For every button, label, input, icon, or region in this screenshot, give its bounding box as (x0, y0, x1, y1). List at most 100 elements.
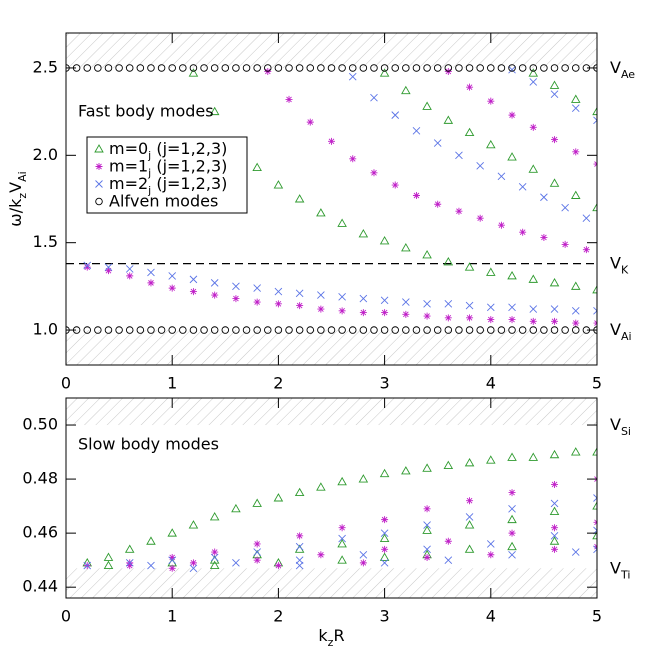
circle-marker (433, 64, 442, 72)
circle-marker (232, 64, 240, 72)
triangle-marker (464, 262, 475, 271)
triangle-marker (549, 449, 560, 459)
triangle-marker (124, 544, 135, 553)
circle-marker (179, 326, 187, 334)
cross-marker (83, 561, 92, 570)
circle-marker (115, 64, 123, 72)
star-marker (466, 83, 474, 91)
circle-marker (210, 64, 219, 72)
triangle-marker (252, 498, 262, 507)
x-axis-label: kzR (318, 626, 344, 649)
level-label-part: Ae (621, 67, 635, 80)
cross-marker (571, 104, 580, 112)
cross-marker (465, 513, 474, 521)
x-tick-label: 4 (486, 374, 496, 393)
triangle-marker (549, 178, 560, 187)
circle-marker (444, 64, 453, 72)
series (83, 65, 597, 315)
star-marker (412, 192, 420, 200)
triangle-marker (231, 503, 241, 513)
triangle-marker (188, 520, 199, 529)
y-tick-label: 0.46 (22, 523, 58, 542)
triangle-marker (464, 520, 475, 529)
cross-marker (593, 545, 597, 554)
circle-marker (125, 326, 134, 334)
triangle-marker (464, 544, 475, 553)
star-marker (274, 562, 282, 570)
cross-marker (125, 559, 134, 567)
circle-marker (380, 64, 389, 72)
triangle-marker (486, 139, 496, 149)
triangle-marker (337, 539, 347, 548)
triangle-marker (422, 525, 432, 534)
star-marker (487, 97, 495, 105)
legend-label-part: (j=1,2,3) (151, 139, 227, 158)
circle-marker (264, 326, 272, 334)
star-marker (551, 317, 559, 325)
triangle-marker (316, 482, 326, 491)
cross-marker (295, 561, 304, 570)
circle-marker (327, 326, 336, 334)
triangle-marker (401, 466, 411, 475)
circle-marker (380, 326, 389, 334)
circle-marker (338, 326, 346, 334)
plot-frame (65, 397, 598, 599)
triangle-marker (209, 512, 220, 521)
y-tick-label: 2.5 (33, 57, 58, 76)
star-marker (211, 291, 219, 299)
star-marker (189, 288, 197, 296)
circle-marker (179, 64, 187, 72)
legend-label-part: (j=1,2,3) (151, 174, 227, 193)
level-label-part: V (610, 320, 621, 339)
x-tick-label: 1 (167, 607, 177, 626)
cross-marker (540, 193, 548, 202)
y-axis-label-part: z (16, 193, 29, 199)
y-axis-label: ω/kzVAi (6, 171, 29, 226)
circle-marker (476, 64, 484, 72)
triangle-marker (507, 270, 517, 280)
star-marker (253, 556, 261, 564)
circle-marker (476, 326, 484, 334)
star-marker (338, 307, 346, 315)
circle-marker (306, 64, 315, 72)
triangle-marker (443, 256, 454, 266)
triangle-marker (294, 194, 305, 203)
cross-marker (423, 521, 431, 529)
cross-marker (508, 550, 516, 559)
star-marker (582, 246, 590, 254)
cross-marker (104, 263, 113, 271)
circle-marker (221, 64, 230, 72)
triangle-marker (422, 250, 432, 259)
star-marker (317, 305, 325, 313)
legend-label: m=2j (j=1,2,3) (109, 174, 227, 197)
star-marker (104, 267, 112, 275)
cross-marker (125, 265, 134, 273)
circle-marker (317, 64, 325, 72)
cross-marker (571, 307, 580, 315)
x-tick-label: 4 (486, 607, 496, 626)
circle-marker (540, 64, 548, 72)
circle-marker (423, 64, 431, 72)
circle-marker (221, 326, 230, 334)
cross-marker (593, 116, 597, 125)
cross-marker (423, 545, 431, 554)
y-tick-label: 1.0 (33, 320, 58, 339)
star-marker (423, 312, 431, 320)
cross-marker (348, 72, 357, 81)
triangle-marker (103, 560, 114, 570)
star-marker (540, 233, 548, 241)
cross-marker (444, 556, 453, 564)
triangle-marker (379, 468, 390, 478)
cross-marker (370, 93, 378, 102)
star-marker (551, 136, 559, 144)
star-marker (572, 148, 580, 156)
cross-marker (232, 282, 240, 291)
hatch-region (66, 330, 597, 365)
triangle-marker (528, 274, 539, 283)
star-marker (508, 111, 516, 119)
level-label: VAi (610, 320, 632, 343)
star-marker (306, 118, 314, 126)
level-label-part: V (610, 558, 621, 577)
cross-marker (402, 298, 410, 306)
star-marker (370, 169, 378, 177)
